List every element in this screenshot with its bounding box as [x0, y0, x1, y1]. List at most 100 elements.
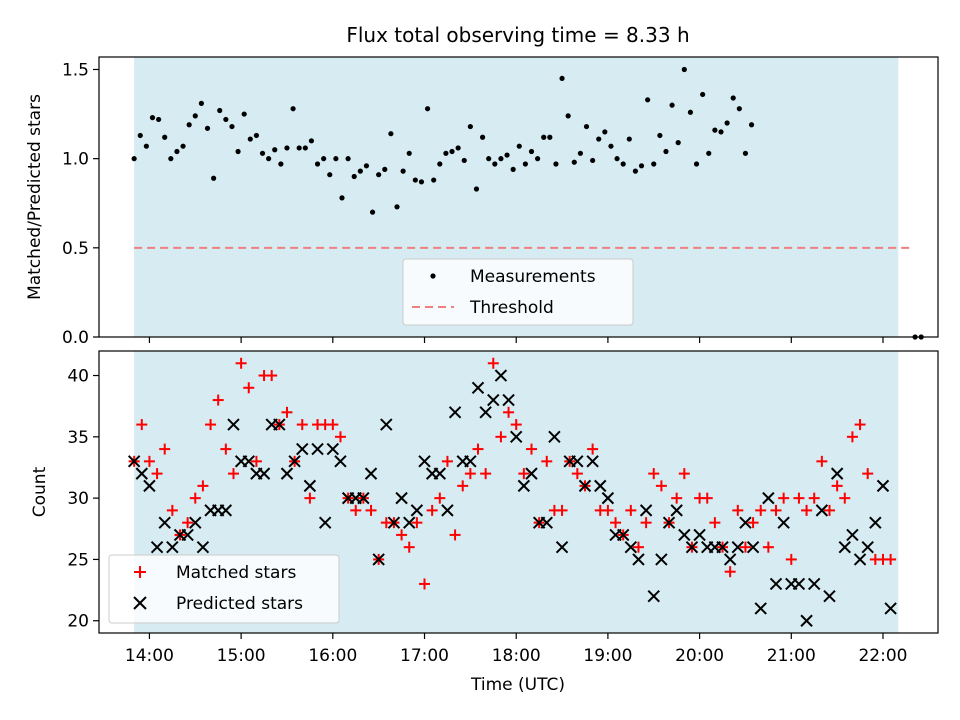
measurement-point [547, 134, 553, 140]
predicted-star-point [632, 553, 645, 566]
predicted-star-point [471, 381, 485, 394]
predicted-star-point [487, 393, 500, 407]
predicted-star-point [418, 455, 431, 468]
measurement-point [706, 150, 712, 156]
matched-star-point [785, 553, 797, 565]
matched-star-point [487, 357, 499, 369]
measurement-point [437, 161, 443, 167]
predicted-star-point [448, 406, 462, 419]
predicted-star-point [639, 504, 653, 517]
predicted-star-point [334, 455, 347, 468]
matched-star-point [472, 443, 484, 455]
predicted-star-point [594, 479, 607, 493]
legend-threshold-label: Threshold [469, 298, 554, 318]
matched-star-point [518, 468, 530, 480]
measurement-point [645, 97, 651, 103]
measurement-point [700, 91, 706, 98]
measurement-point [394, 204, 400, 210]
predicted-star-point [219, 504, 233, 517]
measurement-point [620, 161, 626, 167]
measurement-point [284, 145, 290, 151]
predicted-star-point [578, 479, 592, 493]
measurement-point [748, 122, 755, 128]
measurement-point [314, 161, 321, 167]
measurement-point [253, 132, 260, 139]
matched-star-point [212, 394, 224, 406]
bottom-legend: Matched stars Predicted stars [108, 554, 340, 624]
measurement-point [363, 163, 370, 169]
predicted-star-point [800, 614, 813, 627]
matched-star-point [770, 504, 782, 516]
measurement-point [577, 150, 583, 156]
measurement-point [162, 134, 168, 140]
matched-star-point [732, 504, 744, 516]
measurement-point [614, 156, 620, 162]
top-y-axis-label: Matched/Predicted stars [25, 94, 45, 300]
matched-star-point [327, 419, 339, 431]
matched-star-point [816, 455, 828, 467]
predicted-star-point [861, 540, 874, 554]
predicted-star-point [288, 455, 301, 468]
predicted-star-point [823, 590, 836, 603]
matched-star-point [793, 492, 805, 504]
matched-star-point [571, 468, 583, 480]
matched-star-point [464, 468, 476, 480]
measurement-point [198, 100, 204, 106]
predicted-star-point [127, 455, 141, 468]
measurement-point [211, 175, 217, 181]
matched-star-point [831, 480, 843, 492]
measurement-point [290, 106, 296, 112]
predicted-star-point [273, 418, 286, 431]
predicted-star-point [189, 516, 202, 529]
x-tick-label: 20:00 [675, 646, 724, 666]
top-panel: 0.0 0.5 1.0 1.5 Matched/Predicted stars Mea… [25, 56, 939, 348]
x-tick-label: 19:00 [583, 646, 632, 666]
measurement-point [449, 148, 455, 155]
matched-star-point [762, 541, 774, 553]
predicted-star-point [685, 540, 699, 554]
top-plot-frame [98, 56, 939, 338]
legend-predicted-label: Predicted stars [176, 594, 303, 614]
measurement-point [473, 186, 480, 192]
predicted-star-point [601, 491, 615, 505]
matched-star-point [136, 419, 148, 431]
y-tick-label: 0.5 [62, 239, 89, 259]
predicted-star-point [494, 369, 508, 382]
matched-star-point [396, 529, 408, 541]
y-tick-label: 25 [67, 550, 89, 570]
measurement-point [424, 106, 431, 112]
matched-star-point [801, 504, 813, 516]
measurement-point [400, 168, 406, 174]
measurement-point [345, 156, 351, 162]
predicted-star-point [723, 553, 737, 566]
matched-star-point [640, 517, 652, 529]
bottom-panel: 20 25 30 35 40 14:00 15:00 16:00 17:00 18:00 19:0… [30, 350, 939, 695]
predicted-star-point [296, 442, 309, 456]
predicted-star-point [150, 540, 164, 554]
predicted-star-point [884, 602, 897, 615]
matched-star-point [205, 419, 217, 431]
predicted-star-point [548, 430, 561, 444]
matched-star-point [541, 455, 553, 467]
measurement-point [259, 150, 266, 156]
measurement-point [223, 116, 229, 123]
y-tick-label: 20 [67, 612, 89, 632]
x-tick-label: 22:00 [858, 646, 907, 666]
predicted-star-point [510, 430, 523, 444]
measurement-point [241, 111, 247, 117]
measurement-point [266, 156, 272, 162]
measurement-point [388, 131, 394, 137]
measurement-point [321, 156, 327, 162]
measurement-point [443, 150, 449, 156]
measurement-point [174, 148, 180, 155]
predicted-star-point [616, 528, 630, 542]
matched-star-point [885, 553, 897, 565]
matched-star-point [434, 492, 446, 504]
x-tick-label: 16:00 [308, 646, 357, 666]
measurement-point [418, 179, 425, 185]
measurement-point [651, 161, 657, 167]
predicted-star-point [464, 455, 477, 468]
measurement-point [180, 143, 186, 149]
predicted-star-point [754, 602, 767, 615]
